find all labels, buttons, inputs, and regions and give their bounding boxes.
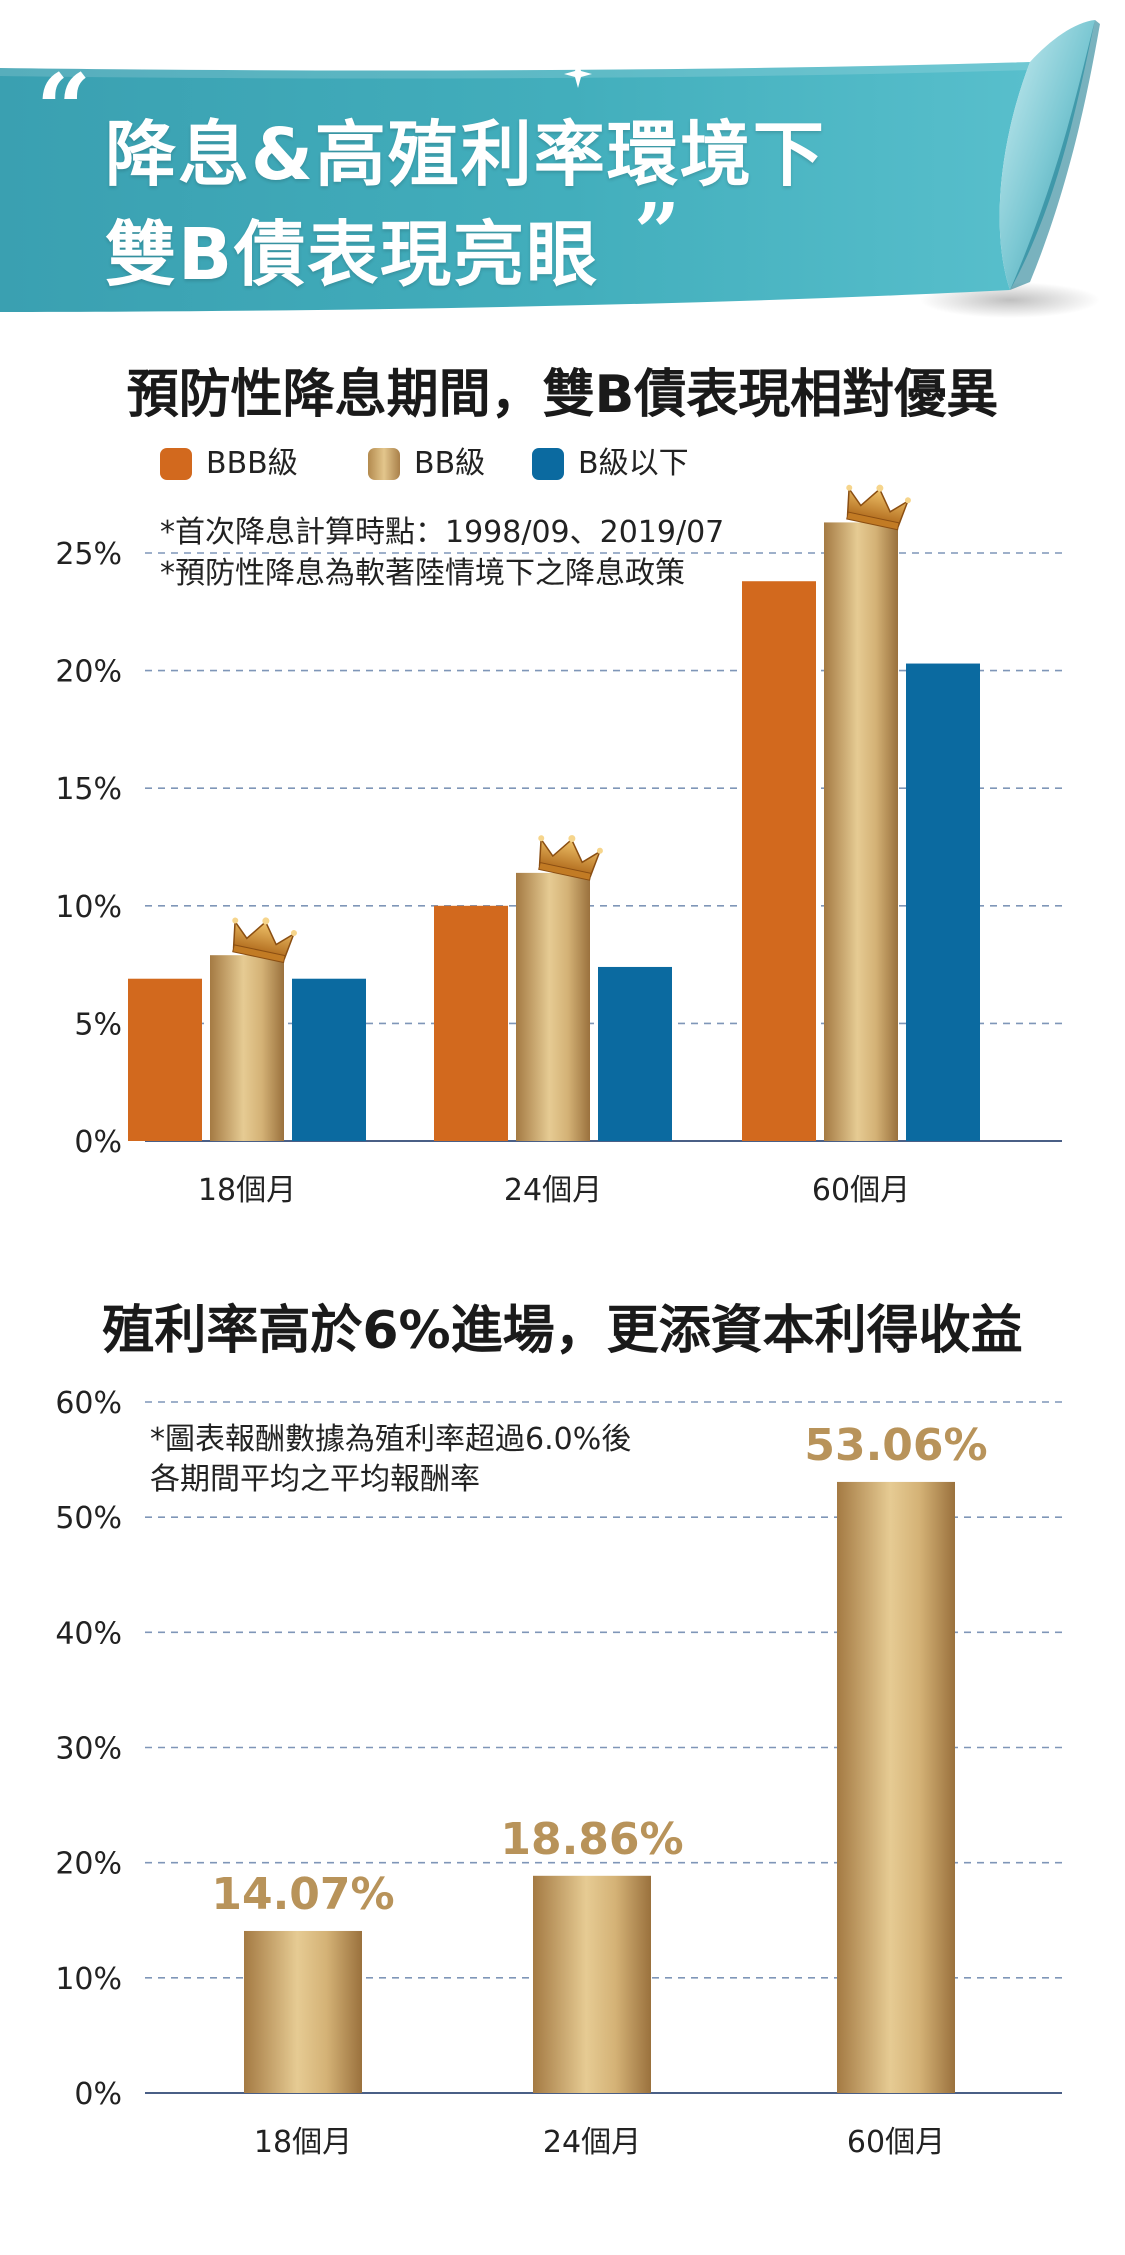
- bar: [244, 1930, 362, 2093]
- bar: [598, 966, 672, 1141]
- y-tick-label: 20%: [55, 1847, 122, 1882]
- y-tick-label: 20%: [55, 655, 122, 690]
- chart1-plot: 0% 5% 10% 15% 20% 25% 18個月 24個月 60個月: [55, 484, 1062, 1208]
- y-tick-label: 50%: [55, 1501, 122, 1536]
- bar: [906, 663, 980, 1141]
- data-label: 18.86%: [500, 1814, 683, 1865]
- legend-label-b-below: B級以下: [578, 446, 689, 481]
- legend-label-bb: BB級: [414, 446, 486, 481]
- y-tick-label: 0%: [74, 2077, 122, 2112]
- y-tick-label: 30%: [55, 1732, 122, 1767]
- banner-ribbon: [0, 20, 1100, 318]
- legend-swatch-bb: [368, 448, 400, 480]
- x-tick-label: 60個月: [812, 1173, 910, 1208]
- x-tick-label: 60個月: [847, 2125, 945, 2160]
- x-tick-label: 24個月: [543, 2125, 641, 2160]
- banner-headline-line1: 降息&高殖利率環境下: [105, 113, 826, 196]
- crown-icon: [232, 917, 297, 964]
- bar: [533, 1875, 651, 2093]
- chart1-note-1: *首次降息計算時點：1998/09、2019/07: [160, 515, 725, 550]
- bar: [837, 1481, 955, 2093]
- chart2-note-2: 各期間平均之平均報酬率: [150, 1462, 480, 1497]
- y-tick-label: 40%: [55, 1616, 122, 1651]
- y-tick-label: 10%: [55, 890, 122, 925]
- quote-close-mark: ”: [634, 185, 681, 279]
- header-banner: “ 降息&高殖利率環境下 雙B債表現亮眼 ”: [0, 0, 1125, 330]
- y-tick-label: 10%: [55, 1962, 122, 1997]
- bar: [210, 955, 284, 1141]
- crown-icon: [846, 484, 911, 531]
- chart2-note-1: *圖表報酬數據為殖利率超過6.0%後: [150, 1422, 632, 1457]
- quote-open-mark: “: [36, 53, 92, 166]
- sparkle-icon: [564, 60, 592, 88]
- y-tick-label: 0%: [74, 1125, 122, 1160]
- chart1-note-2: *預防性降息為軟著陸情境下之降息政策: [160, 556, 685, 591]
- y-tick-label: 15%: [55, 772, 122, 807]
- bar: [292, 978, 366, 1141]
- x-tick-label: 18個月: [198, 1173, 296, 1208]
- chart2-title: 殖利率高於6%進場，更添資本利得收益: [102, 1301, 1023, 1361]
- y-tick-label: 25%: [55, 537, 122, 572]
- x-tick-label: 24個月: [504, 1173, 602, 1208]
- chart1-title: 預防性降息期間，雙B債表現相對優異: [126, 365, 999, 425]
- bar: [434, 905, 508, 1141]
- legend-swatch-b-below: [532, 448, 564, 480]
- legend-swatch-bbb: [160, 448, 192, 480]
- y-tick-label: 60%: [55, 1386, 122, 1421]
- data-label: 14.07%: [211, 1869, 394, 1920]
- x-tick-label: 18個月: [254, 2125, 352, 2160]
- y-tick-label: 5%: [74, 1007, 122, 1042]
- bar: [516, 872, 590, 1141]
- data-label: 53.06%: [804, 1420, 987, 1471]
- bar: [128, 978, 202, 1141]
- banner-headline-line2: 雙B債表現亮眼: [105, 213, 600, 296]
- crown-icon: [538, 835, 603, 881]
- bar: [742, 581, 816, 1141]
- legend-label-bbb: BBB級: [206, 446, 298, 481]
- bar: [824, 522, 898, 1141]
